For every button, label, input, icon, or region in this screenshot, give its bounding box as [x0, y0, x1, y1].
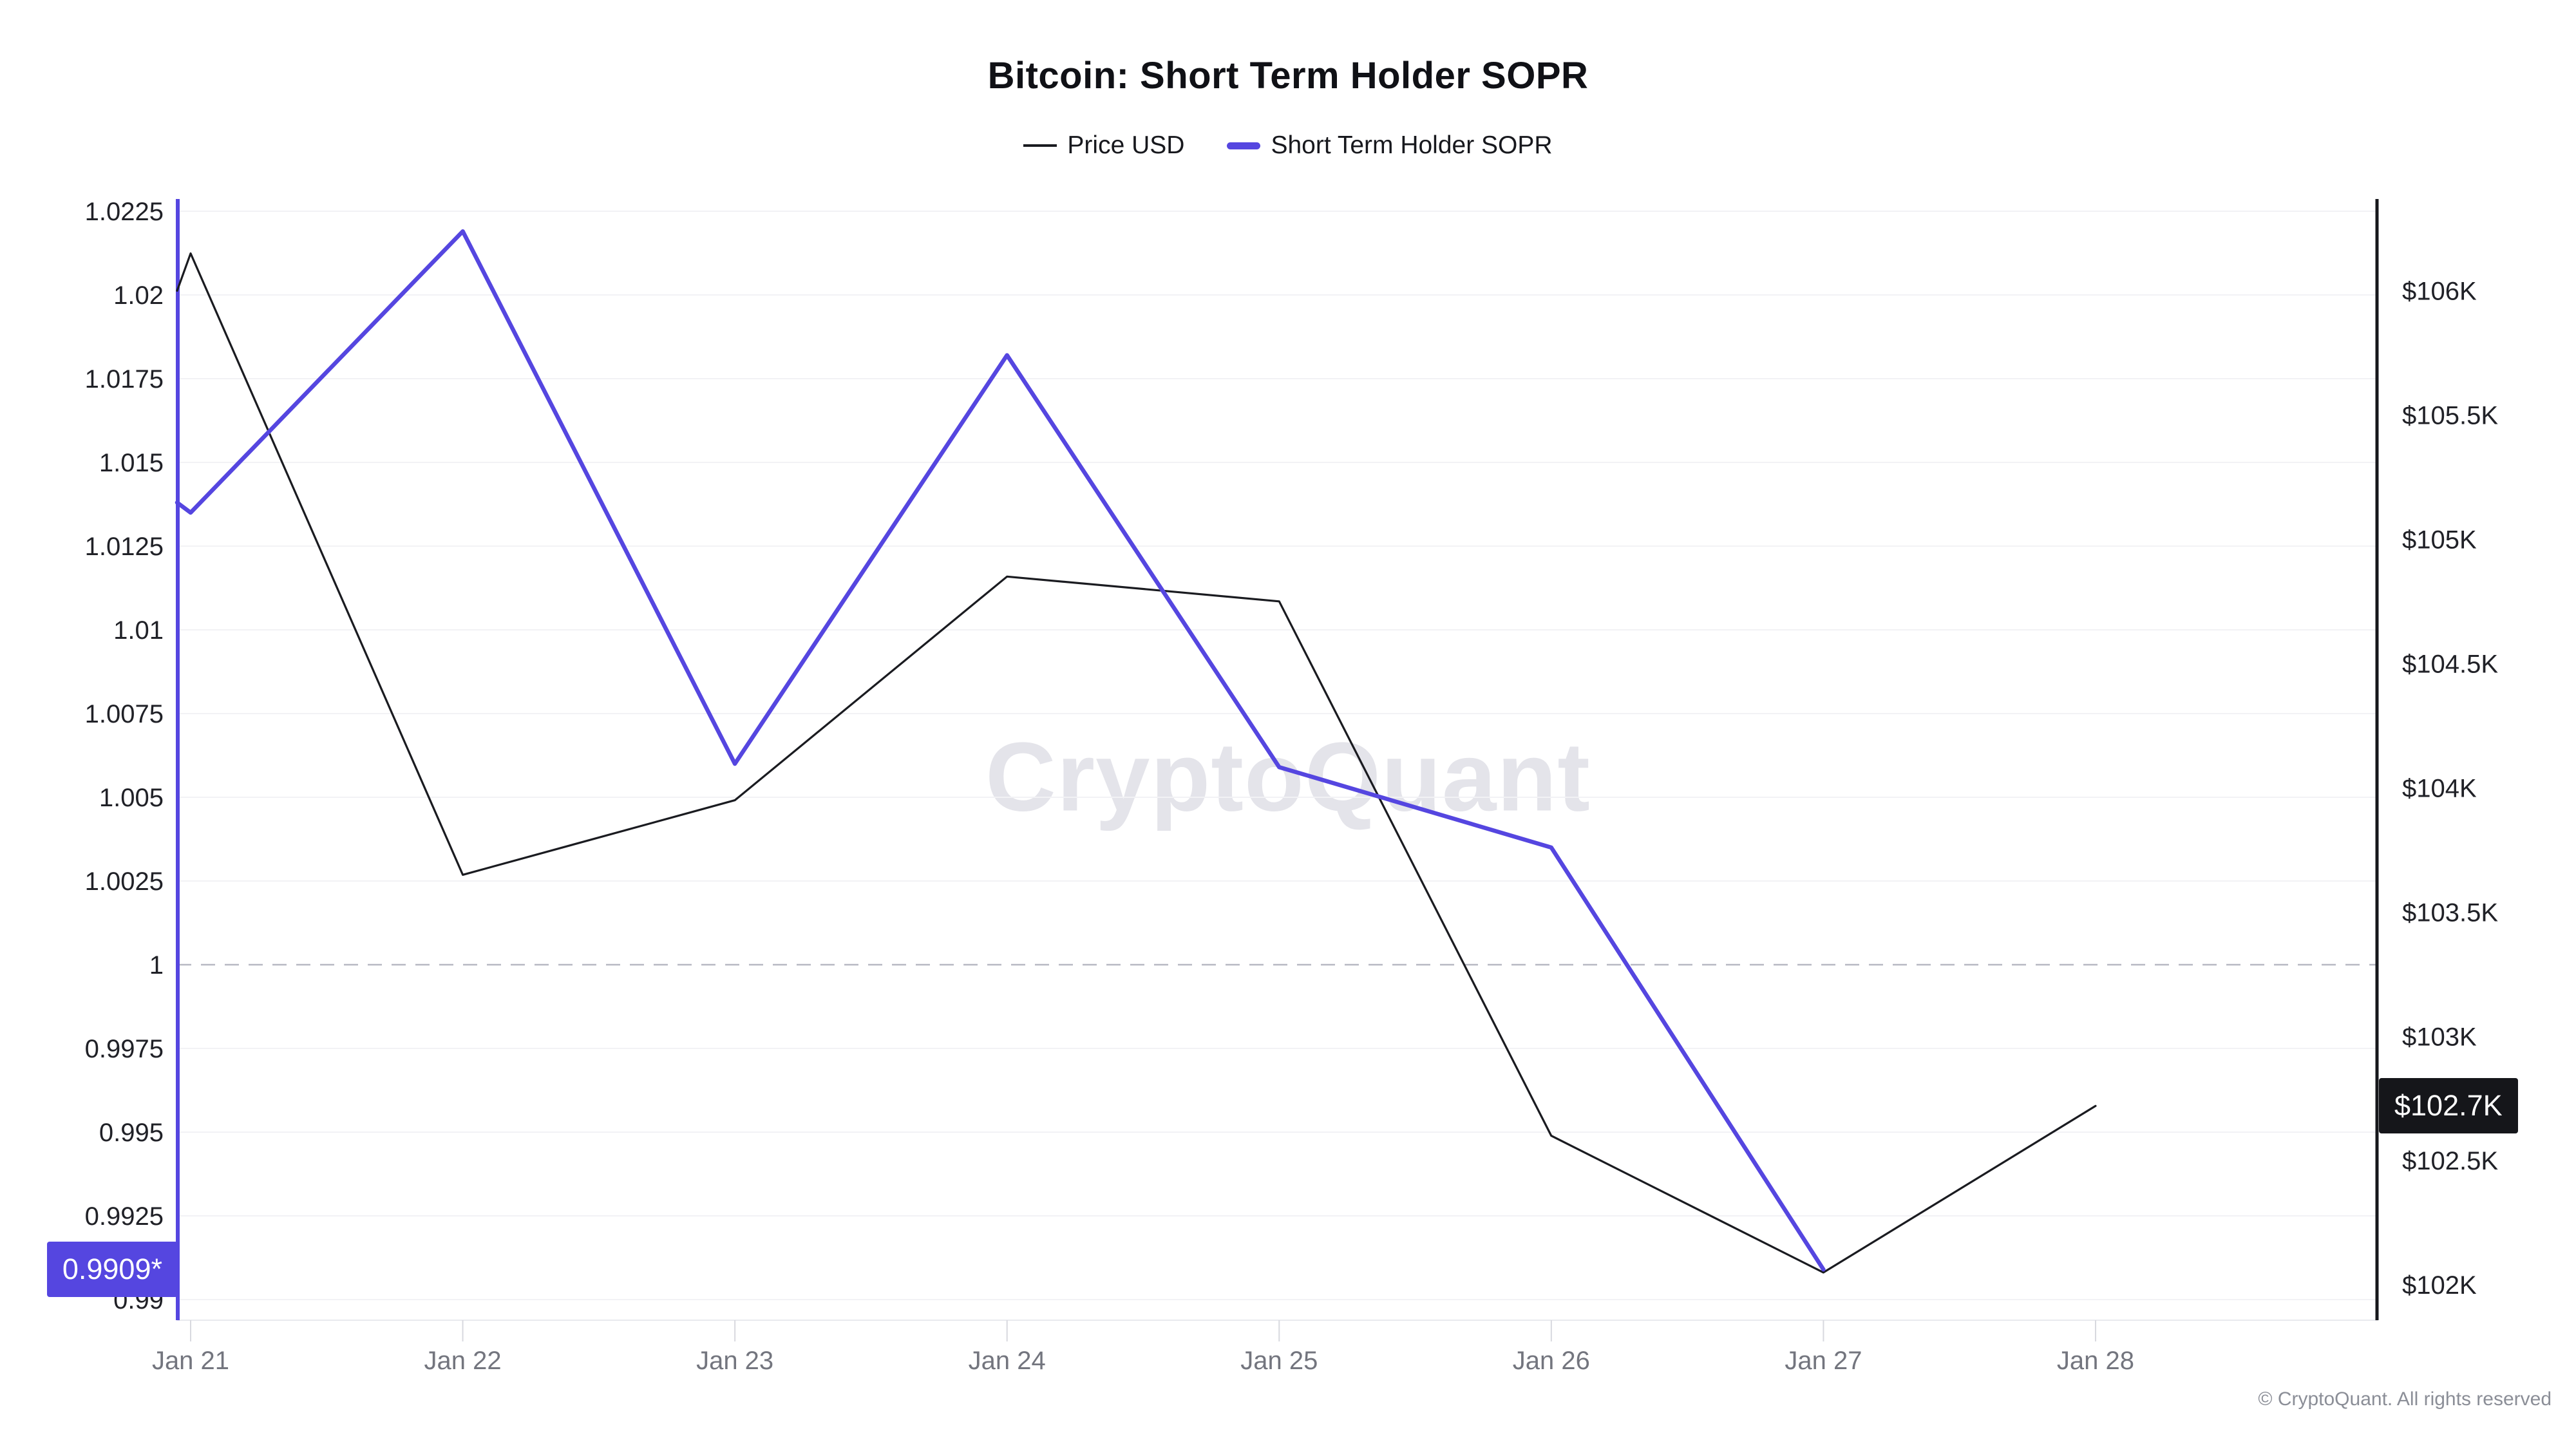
left-axis-tick-label: 0.9975 — [85, 1035, 164, 1063]
x-axis-tick-label: Jan 22 — [424, 1347, 502, 1375]
legend-label-price: Price USD — [1067, 131, 1185, 159]
left-axis-tick-label: 1.015 — [99, 449, 164, 477]
left-axis-tick-label: 1.0125 — [85, 533, 164, 561]
cryptoquant-watermark: CryptoQuant — [985, 722, 1591, 832]
page-title: Bitcoin: Short Term Holder SOPR — [987, 55, 1589, 97]
x-axis-tick-label: Jan 25 — [1240, 1347, 1318, 1375]
left-axis-tick-label: 1 — [149, 951, 164, 980]
left-axis-tick-label: 1.0175 — [85, 365, 164, 393]
x-axis-labels: Jan 21 Jan 22 Jan 23 Jan 24 Jan 25 Jan 26 Jan … — [152, 1347, 2134, 1375]
left-axis-tick-label: 0.995 — [99, 1119, 164, 1147]
right-axis-tick-label: $102K — [2402, 1271, 2477, 1300]
right-axis-tick-label: $106K — [2402, 277, 2477, 305]
copyright-notice: © CryptoQuant. All rights reserved — [2258, 1388, 2552, 1410]
x-axis-tick-label: Jan 28 — [2057, 1347, 2134, 1375]
price-usd-line — [176, 252, 2097, 1274]
left-axis-tick-label: 1.02 — [113, 281, 164, 310]
legend-item-sopr[interactable]: Short Term Holder SOPR — [1227, 131, 1553, 160]
x-axis-tick-label: Jan 23 — [696, 1347, 773, 1375]
right-axis-tick-label: $105K — [2402, 526, 2477, 554]
left-axis-labels: 1.0225 1.02 1.0175 1.015 1.0125 1.01 1.0075 1.0… — [85, 198, 164, 1314]
x-axis-tick-label: Jan 27 — [1785, 1347, 1862, 1375]
chart-legend: Price USD Short Term Holder SOPR — [0, 128, 2576, 164]
right-axis-tick-label: $103.5K — [2402, 898, 2498, 927]
legend-item-price[interactable]: Price USD — [1023, 131, 1184, 160]
x-axis-tick-label: Jan 24 — [969, 1347, 1046, 1375]
left-axis-tick-label: 0.9925 — [85, 1202, 164, 1231]
x-axis-tick-label: Jan 21 — [152, 1347, 229, 1375]
legend-label-sopr: Short Term Holder SOPR — [1271, 131, 1553, 159]
sopr-line — [175, 229, 1826, 1272]
left-axis-tick-label: 1.01 — [113, 616, 164, 645]
x-axis-tick-label: Jan 26 — [1513, 1347, 1590, 1375]
left-axis-tick-label: 1.0225 — [85, 198, 164, 226]
right-axis-tick-label: $103K — [2402, 1023, 2477, 1051]
right-axis-labels: $106K $105.5K $105K $104.5K $104K $103.5K $103… — [2402, 277, 2498, 1300]
right-axis-tick-label: $104.5K — [2402, 650, 2498, 678]
gridlines-group — [177, 210, 2378, 1301]
sopr-last-value-badge: 0.9909* — [46, 1242, 178, 1298]
right-axis-tick-label: $104K — [2402, 774, 2477, 802]
sopr-line-swatch — [1227, 142, 1261, 149]
x-ticks-group — [190, 1320, 2096, 1341]
price-last-value-badge: $102.7K — [2379, 1078, 2518, 1134]
price-line-swatch — [1023, 144, 1057, 147]
left-axis-tick-label: 1.005 — [99, 784, 164, 812]
right-axis-tick-label: $105.5K — [2402, 401, 2498, 430]
right-axis-tick-label: $102.5K — [2402, 1147, 2498, 1175]
left-axis-tick-label: 1.0075 — [85, 700, 164, 728]
left-axis-tick-label: 1.0025 — [85, 867, 164, 896]
